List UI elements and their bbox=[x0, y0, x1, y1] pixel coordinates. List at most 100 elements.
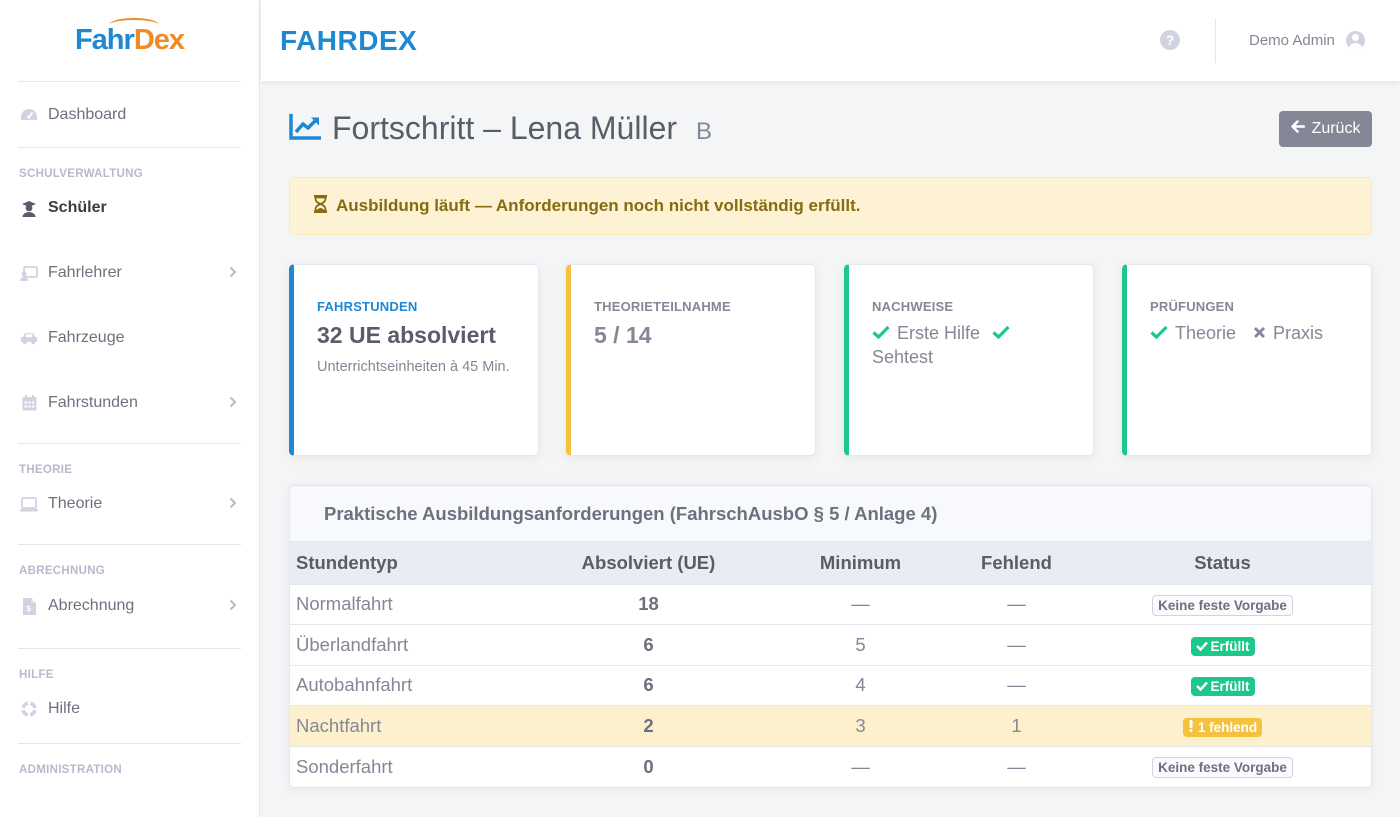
times-icon bbox=[1253, 323, 1266, 343]
sidebar-item-label: Fahrstunden bbox=[48, 394, 138, 411]
cell-min: — bbox=[762, 745, 959, 787]
sidebar-item-schueler[interactable]: Schüler bbox=[0, 183, 259, 233]
card-items: Erste Hilfe Sehtest bbox=[872, 321, 1071, 369]
cell-done: 2 bbox=[535, 705, 762, 747]
chevron-right-icon bbox=[229, 265, 237, 281]
divider bbox=[18, 648, 241, 649]
table-row: Überlandfahrt 6 5 — Erfüllt bbox=[290, 624, 1371, 666]
card-value: 32 UE absolviert bbox=[317, 322, 496, 348]
cell-done: 18 bbox=[535, 583, 762, 625]
divider bbox=[18, 743, 241, 744]
card-items: Theorie Praxis bbox=[1150, 321, 1349, 345]
divider bbox=[18, 147, 241, 148]
chevron-right-icon bbox=[229, 598, 237, 614]
divider bbox=[18, 544, 241, 545]
pruefung-praxis: Praxis bbox=[1273, 323, 1324, 343]
sidebar-item-label: Dashboard bbox=[48, 105, 127, 123]
status-badge: Erfüllt bbox=[1190, 677, 1255, 697]
user-avatar-icon[interactable] bbox=[1346, 31, 1365, 50]
pruefung-theorie: Theorie bbox=[1175, 323, 1237, 343]
sidebar-item-hilfe[interactable]: Hilfe bbox=[0, 684, 259, 734]
lifebuoy-icon bbox=[20, 700, 38, 718]
chevron-right-icon bbox=[229, 496, 237, 512]
nav-heading-school: SCHULVERWALTUNG bbox=[19, 168, 143, 180]
calendar-icon bbox=[20, 394, 38, 412]
table-header-row: Stundentyp Absolviert (UE) Minimum Fehle… bbox=[290, 542, 1371, 584]
table-row: Nachtfahrt 2 3 1 1 fehlend bbox=[290, 705, 1371, 747]
cell-min: — bbox=[762, 583, 959, 625]
nachweis-erste-hilfe: Erste Hilfe bbox=[897, 323, 981, 343]
check-icon bbox=[1195, 639, 1211, 654]
divider bbox=[18, 443, 241, 444]
cell-type: Normalfahrt bbox=[290, 583, 535, 625]
cell-min: 4 bbox=[762, 664, 959, 706]
arrow-left-icon bbox=[1290, 120, 1305, 138]
cell-type: Sonderfahrt bbox=[290, 745, 535, 787]
cell-done: 6 bbox=[535, 664, 762, 706]
column-header: Fehlend bbox=[959, 542, 1074, 584]
check-icon bbox=[1150, 323, 1168, 343]
logo[interactable]: FahrDex bbox=[18, 0, 241, 82]
sidebar-item-fahrzeuge[interactable]: Fahrzeuge bbox=[0, 313, 259, 363]
back-label: Zurück bbox=[1311, 120, 1361, 137]
student-icon bbox=[20, 199, 38, 217]
sidebar-item-fahrlehrer[interactable]: Fahrlehrer bbox=[0, 233, 259, 313]
column-header: Status bbox=[1074, 542, 1371, 584]
sidebar-item-label: Fahrzeuge bbox=[48, 329, 125, 346]
hourglass-icon bbox=[314, 194, 327, 218]
cell-missing: 1 bbox=[959, 705, 1074, 747]
topbar: FAHRDEX ? Demo Admin bbox=[261, 0, 1400, 81]
status-badge: 1 fehlend bbox=[1182, 718, 1263, 738]
cell-min: 3 bbox=[762, 705, 959, 747]
chart-line-icon bbox=[289, 113, 322, 145]
nav-heading-billing: ABRECHNUNG bbox=[19, 565, 106, 577]
page-header: Fortschritt – Lena Müller B bbox=[289, 110, 712, 147]
help-icon[interactable]: ? bbox=[1160, 30, 1180, 50]
card-subtext: Unterrichtseinheiten à 45 Min. bbox=[317, 359, 510, 375]
sidebar-item-theorie[interactable]: Theorie bbox=[0, 479, 259, 529]
exclamation-icon bbox=[1188, 720, 1198, 735]
sidebar: FahrDex Dashboard SCHULVERWALTUNG Schüle… bbox=[0, 0, 260, 817]
cell-done: 6 bbox=[535, 624, 762, 666]
requirements-panel: Praktische Ausbildungsanforderungen (Fah… bbox=[289, 485, 1372, 788]
cell-status: 1 fehlend bbox=[1074, 705, 1371, 747]
card-label: FAHRSTUNDEN bbox=[317, 299, 418, 314]
cell-missing: — bbox=[959, 664, 1074, 706]
card-value: 5 / 14 bbox=[594, 322, 652, 348]
user-name[interactable]: Demo Admin bbox=[1249, 32, 1335, 49]
nav-heading-help: HILFE bbox=[19, 669, 54, 681]
check-icon bbox=[1195, 679, 1211, 694]
check-icon bbox=[992, 323, 1010, 343]
cell-type: Überlandfahrt bbox=[290, 624, 535, 666]
sidebar-item-dashboard[interactable]: Dashboard bbox=[0, 82, 259, 147]
instructor-icon bbox=[20, 264, 38, 282]
brand-title[interactable]: FAHRDEX bbox=[280, 24, 418, 56]
topbar-divider bbox=[1215, 18, 1216, 63]
sidebar-item-label: Hilfe bbox=[48, 700, 81, 717]
column-header: Stundentyp bbox=[290, 542, 535, 584]
cell-status: Erfüllt bbox=[1074, 624, 1371, 666]
sidebar-item-label: Abrechnung bbox=[48, 597, 135, 614]
sidebar-item-fahrstunden[interactable]: Fahrstunden bbox=[0, 363, 259, 443]
logo-text: FahrDex bbox=[75, 18, 185, 57]
status-text: 1 fehlend bbox=[1197, 720, 1258, 736]
card-label: THEORIETEILNAHME bbox=[594, 299, 731, 314]
page-title: Fortschritt – Lena Müller bbox=[332, 110, 678, 146]
cell-status: Keine feste Vorgabe bbox=[1074, 745, 1371, 787]
requirements-table: Stundentyp Absolviert (UE) Minimum Fehle… bbox=[290, 542, 1371, 787]
card-label: PRÜFUNGEN bbox=[1150, 299, 1235, 314]
sidebar-item-label: Theorie bbox=[48, 495, 103, 512]
sidebar-item-abrechnung[interactable]: $ Abrechnung bbox=[0, 580, 259, 632]
card-pruefungen: PRÜFUNGEN Theorie Praxis bbox=[1122, 264, 1372, 456]
cell-missing: — bbox=[959, 583, 1074, 625]
panel-title: Praktische Ausbildungsanforderungen (Fah… bbox=[290, 486, 1371, 542]
card-fahrstunden: FAHRSTUNDEN 32 UE absolviert Unterrichts… bbox=[289, 264, 539, 456]
back-button[interactable]: Zurück bbox=[1279, 111, 1372, 147]
status-badge: Erfüllt bbox=[1190, 636, 1255, 656]
cell-status: Erfüllt bbox=[1074, 664, 1371, 706]
table-row: Normalfahrt 18 — — Keine feste Vorgabe bbox=[290, 583, 1371, 625]
card-theorie: THEORIETEILNAHME 5 / 14 bbox=[566, 264, 816, 456]
cell-missing: — bbox=[959, 624, 1074, 666]
cell-status: Keine feste Vorgabe bbox=[1074, 583, 1371, 625]
sidebar-item-label: Schüler bbox=[48, 199, 107, 216]
